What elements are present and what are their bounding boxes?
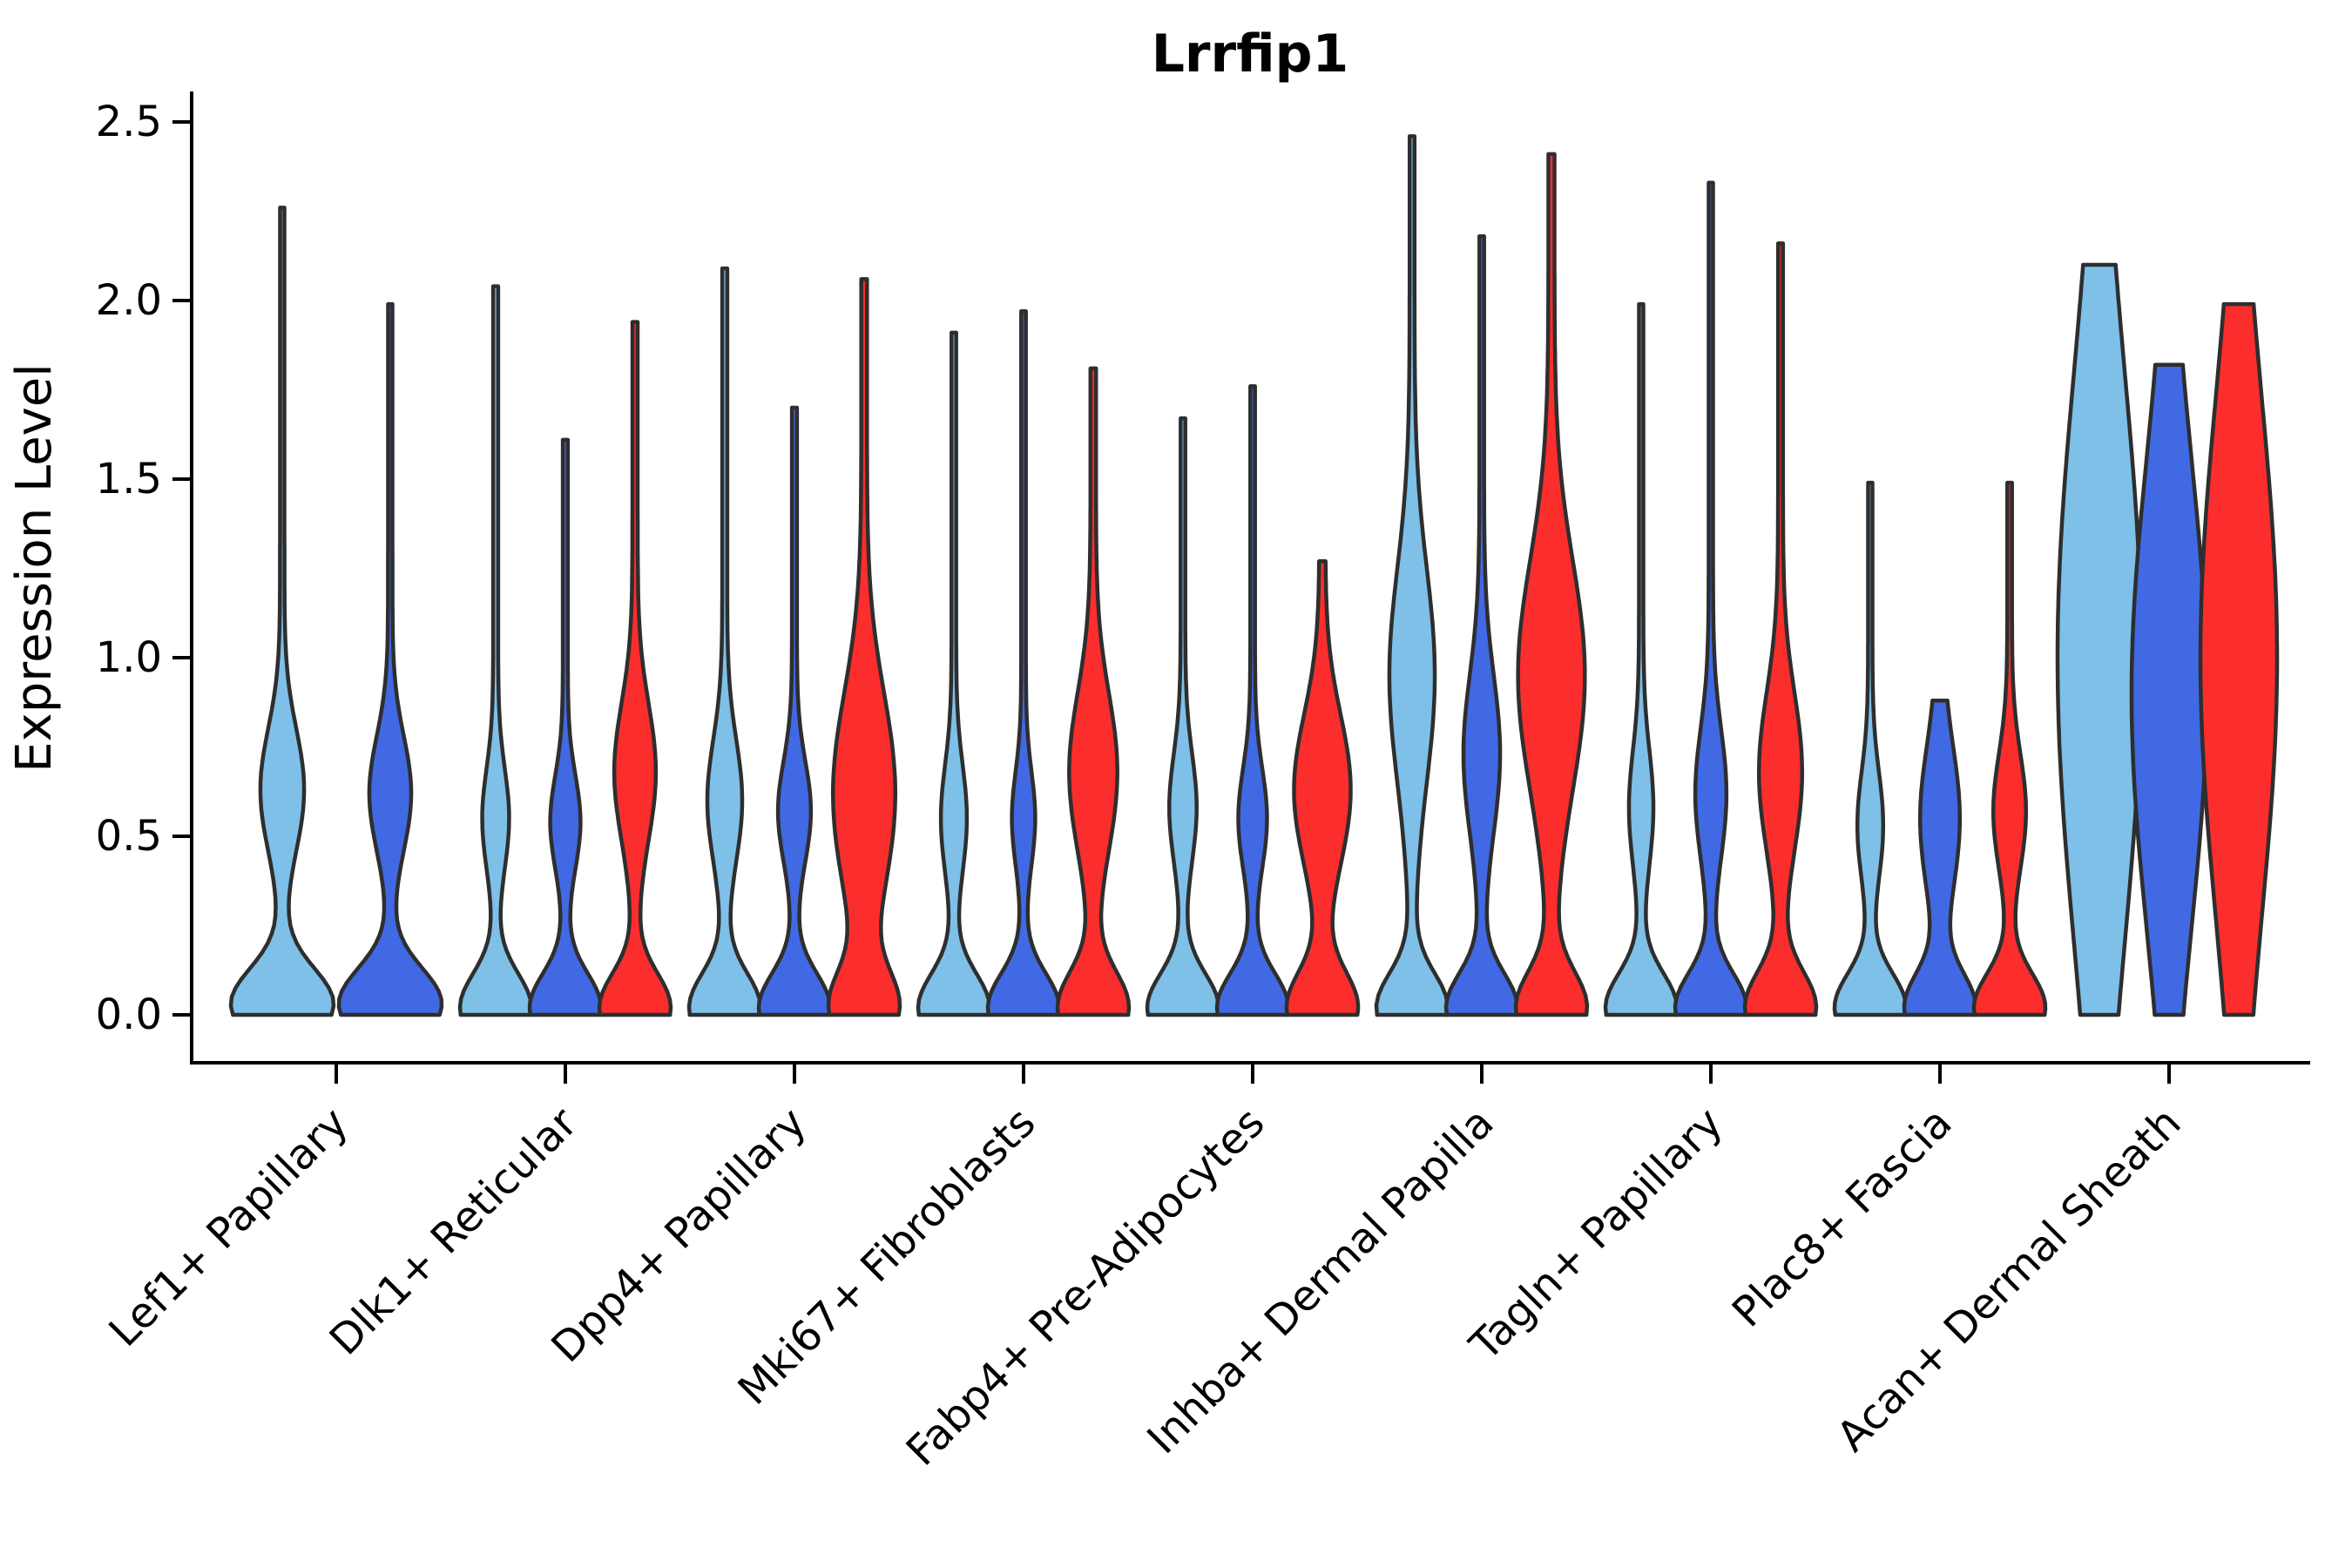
violin-dlk1-darkblue [527, 437, 604, 1017]
violin-plac8-red [1971, 480, 2048, 1017]
violin-tagln-lightblue [1603, 301, 1680, 1017]
violin-mki67-red [1055, 366, 1132, 1017]
violin-mki67-darkblue [985, 309, 1062, 1017]
violin-fabp4-red [1284, 559, 1361, 1017]
chart-title: Lrrfip1 [1152, 24, 1349, 84]
x-category-label: Plac8+ Fascia [1723, 1098, 1962, 1337]
y-tick-label: 2.0 [96, 276, 162, 325]
violin-plac8-lightblue [1832, 480, 1909, 1017]
violin-mki67-lightblue [916, 330, 992, 1017]
violin-lef1-lightblue [228, 206, 336, 1017]
y-tick-label: 1.0 [96, 633, 162, 682]
violin-inhba-lightblue [1374, 134, 1450, 1017]
x-category-label: Tagln+ Papillary [1460, 1098, 1732, 1370]
x-category-label: Dpp4+ Papillary [542, 1098, 815, 1372]
violin-acan-red [2198, 301, 2280, 1017]
y-tick-label: 2.5 [96, 98, 162, 146]
violin-dpp4-lightblue [686, 266, 763, 1017]
violin-dpp4-darkblue [756, 405, 833, 1017]
violin-inhba-darkblue [1443, 233, 1520, 1017]
y-tick-label: 1.5 [96, 455, 162, 504]
violin-plac8-darkblue [1902, 698, 1978, 1017]
y-axis-label: Expression Level [6, 363, 63, 773]
violin-dlk1-red [597, 320, 673, 1017]
violin-tagln-red [1742, 241, 1819, 1017]
violin-fabp4-lightblue [1145, 416, 1221, 1017]
violin-fabp4-darkblue [1214, 384, 1291, 1017]
violin-acan-lightblue [2055, 262, 2144, 1017]
violin-tagln-darkblue [1673, 180, 1749, 1017]
x-category-label: Lef1+ Papillary [100, 1098, 358, 1356]
y-tick-label: 0.5 [96, 812, 162, 861]
y-tick-label: 0.0 [96, 990, 162, 1039]
x-category-label: Dlk1+ Reticular [321, 1098, 587, 1365]
violin-dlk1-lightblue [457, 284, 534, 1017]
violin-dpp4-red [826, 277, 902, 1017]
violin-inhba-red [1513, 152, 1590, 1017]
violin-acan-darkblue [2129, 362, 2209, 1017]
violin-lef1-darkblue [336, 301, 444, 1017]
